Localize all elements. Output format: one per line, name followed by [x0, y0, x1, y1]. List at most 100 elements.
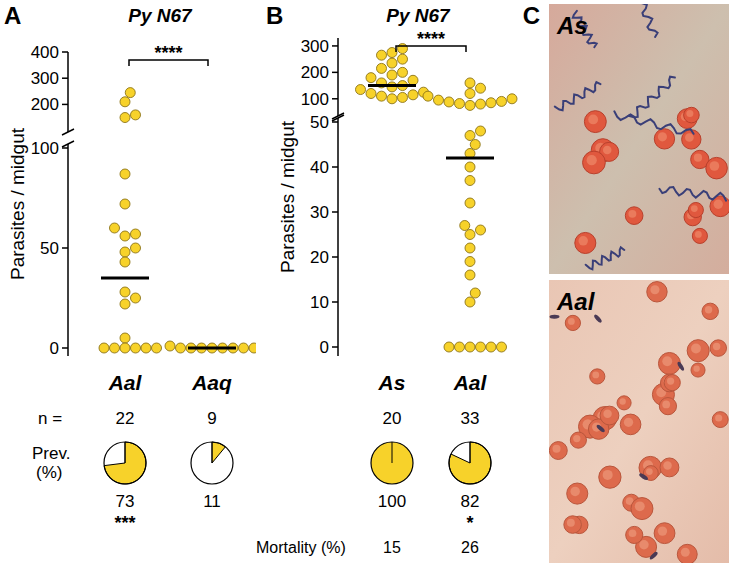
speck [593, 314, 603, 324]
cell [631, 498, 653, 520]
cell-highlight [662, 356, 672, 366]
cell-highlight [635, 501, 645, 511]
cell-highlight [685, 133, 694, 142]
y-tick [332, 346, 338, 348]
data-point [476, 126, 486, 136]
cell-highlight [552, 445, 560, 453]
data-point [444, 342, 454, 352]
mortality-label: Mortality (%) [256, 539, 346, 556]
category-label: As [378, 371, 406, 394]
y-tick [62, 77, 68, 79]
cell [702, 303, 718, 319]
cell-highlight [713, 343, 720, 350]
cell-highlight [573, 435, 580, 442]
data-point [120, 97, 130, 107]
cell [712, 412, 728, 428]
pie-background [371, 442, 413, 484]
prevalence-significance: * [466, 513, 473, 533]
data-point [131, 343, 141, 353]
data-point [465, 89, 475, 99]
cell-highlight [714, 200, 723, 209]
cell [590, 369, 605, 384]
data-point [387, 70, 397, 80]
data-point [497, 342, 507, 352]
panel-label: C [523, 2, 540, 29]
speck [596, 424, 606, 434]
data-point [120, 169, 130, 179]
y-tick [62, 51, 68, 53]
n-label: n = [38, 409, 62, 428]
panel-label: A [4, 2, 21, 29]
pie-slice [104, 442, 146, 484]
significance-label: **** [154, 43, 182, 63]
data-point [120, 247, 130, 257]
cell-highlight [710, 161, 720, 171]
y-tick-label: 10 [310, 293, 329, 312]
cell [647, 282, 667, 302]
data-point [476, 99, 486, 109]
speck [549, 315, 559, 319]
data-point [465, 100, 475, 110]
data-point [465, 198, 475, 208]
micrograph-image [549, 280, 729, 563]
cell-highlight [603, 409, 611, 417]
y-tick [332, 98, 338, 100]
cell [584, 111, 606, 133]
y-tick-label: 40 [310, 158, 329, 177]
y-tick-label: 300 [31, 69, 59, 88]
category-label: Aaq [191, 371, 232, 394]
cell [688, 202, 703, 217]
y-tick-label: 50 [40, 239, 59, 258]
cell [654, 129, 674, 149]
data-point [110, 343, 120, 353]
axis-break [62, 129, 74, 135]
median-line [101, 277, 149, 280]
parasite [555, 82, 601, 110]
y-axis-line [337, 38, 339, 116]
prevalence-significance: *** [114, 513, 135, 533]
data-point [110, 223, 120, 233]
cell-highlight [691, 205, 698, 212]
data-point [366, 73, 376, 83]
panel-0: APy N67Parasites / midgut050100200300400… [4, 2, 259, 533]
y-tick-label: 100 [31, 139, 59, 158]
cell [549, 442, 567, 460]
y-axis-line [337, 118, 339, 356]
y-tick [332, 121, 338, 123]
data-point [141, 343, 151, 353]
cell-highlight [658, 132, 667, 141]
data-point [398, 54, 408, 64]
data-point [465, 176, 475, 186]
data-point [497, 96, 507, 106]
data-point [465, 131, 475, 141]
chart-title: Py N67 [128, 5, 193, 26]
pie-divider [125, 442, 126, 463]
data-point [476, 342, 486, 352]
y-axis-line [67, 52, 69, 132]
data-point [120, 299, 130, 309]
data-point [465, 78, 475, 88]
data-point [465, 257, 475, 267]
cell-highlight [646, 468, 653, 475]
plot-area [99, 88, 256, 353]
y-tick [332, 166, 338, 168]
cell-highlight [650, 285, 659, 294]
pie-divider [470, 442, 471, 463]
pie-outline [104, 442, 146, 484]
data-point [465, 342, 475, 352]
parasite [629, 77, 675, 118]
cell [684, 107, 700, 123]
cell [654, 523, 675, 544]
pie-background [104, 442, 146, 484]
chart-title: Py N67 [386, 5, 451, 26]
data-point [476, 83, 486, 93]
cell-highlight [658, 526, 667, 535]
prevalence-label-line: (%) [36, 463, 62, 482]
y-tick-label: 200 [301, 63, 329, 82]
cell [687, 340, 709, 362]
n-value: 9 [207, 409, 216, 428]
data-point [486, 342, 496, 352]
data-point [249, 343, 256, 353]
cell-highlight [662, 401, 670, 409]
data-point [131, 243, 141, 253]
